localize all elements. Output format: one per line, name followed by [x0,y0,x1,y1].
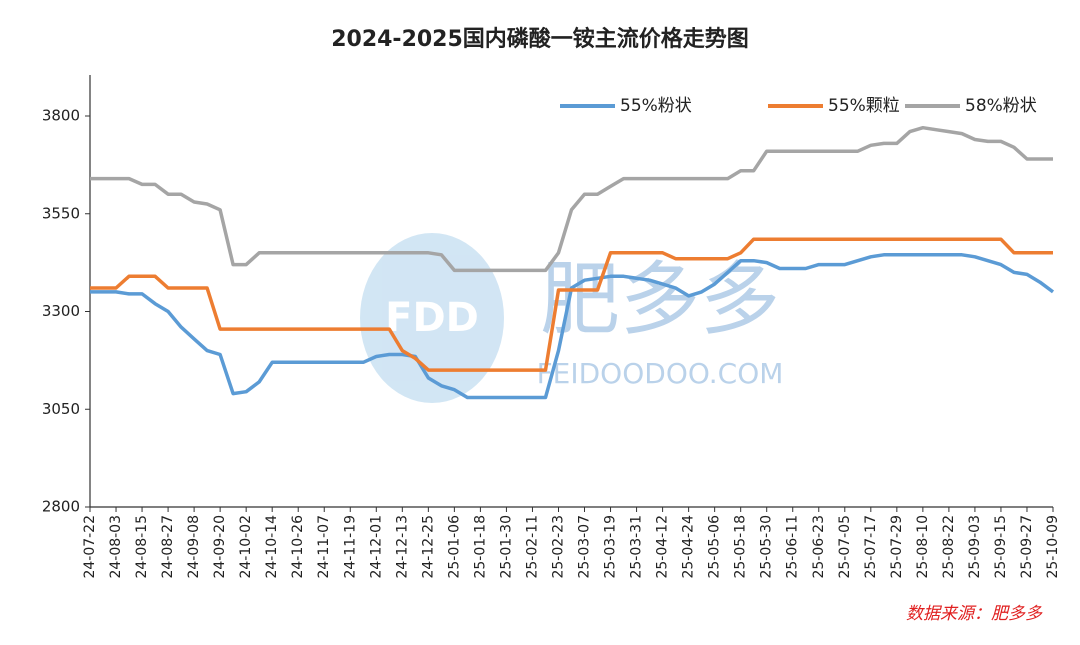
x-tick-label: 24-10-02 [238,515,254,579]
x-tick-label: 25-04-24 [681,515,697,579]
x-tick-label: 25-05-30 [759,515,775,579]
watermark-text: FDD [385,295,479,341]
x-tick-label: 25-08-10 [915,515,931,579]
x-tick-label: 25-09-03 [967,515,983,579]
y-tick-label: 3300 [42,302,80,320]
x-tick-label: 25-02-11 [524,515,540,579]
x-tick-label: 25-06-23 [811,515,827,579]
watermark: FDD 肥多多 FEIDOODOO.COM [360,233,783,403]
x-tick-label: 25-03-19 [603,515,619,579]
x-tick-label: 24-10-14 [264,515,280,579]
series-line [90,237,1053,372]
x-tick-label: 25-07-17 [863,515,879,579]
x-tick-label: 25-01-18 [472,515,488,579]
y-tick-label: 3050 [42,400,80,418]
legend-label: 58%粉状 [965,96,1037,116]
x-tick-label: 24-12-13 [394,515,410,579]
watermark-text: 肥多多 [540,253,780,346]
x-tick-label: 24-12-01 [368,515,384,579]
x-tick-label: 24-09-20 [212,515,228,579]
x-tick-label: 24-09-08 [186,515,202,579]
x-tick-label: 25-05-18 [733,515,749,579]
x-tick-label: 25-06-11 [785,515,801,579]
x-tick-label: 25-10-09 [1045,515,1061,579]
x-tick-label: 24-07-22 [82,515,98,579]
source-note: 数据来源：肥多多 [906,604,1043,624]
legend-label: 55%粉状 [620,96,692,116]
x-tick-label: 24-10-26 [290,515,306,579]
x-tick-label: 25-01-06 [446,515,462,579]
watermark-logo [360,233,504,403]
x-tick-label: 24-08-27 [160,515,176,579]
x-tick-label: 25-05-06 [707,515,723,579]
chart-title: 2024-2025国内磷酸一铵主流价格走势图 [331,26,749,52]
series-line [90,125,1053,273]
x-tick-label: 25-04-12 [655,515,671,579]
x-tick-label: 25-07-05 [837,515,853,579]
y-tick-label: 2800 [42,498,80,516]
y-tick-label: 3550 [42,204,80,222]
series-line [90,253,1055,400]
x-tick-label: 25-08-22 [941,515,957,579]
x-tick-label: 24-11-19 [342,515,358,579]
x-tick-label: 25-03-07 [577,515,593,579]
x-tick-label: 25-02-23 [550,515,566,579]
x-tick-label: 24-11-07 [316,515,332,579]
x-tick-label: 25-07-29 [889,515,905,579]
x-tick-label: 24-12-25 [420,515,436,579]
x-tick-label: 24-08-03 [108,515,124,579]
watermark-text: FEIDOODOO.COM [537,357,784,390]
y-tick-label: 3800 [42,107,80,125]
x-tick-label: 24-08-15 [134,515,150,579]
legend-label: 55%颗粒 [828,96,900,116]
x-tick-label: 25-01-30 [498,515,514,579]
x-tick-label: 25-03-31 [629,515,645,579]
x-tick-label: 25-09-27 [1019,515,1035,579]
x-tick-label: 25-09-15 [993,515,1009,579]
